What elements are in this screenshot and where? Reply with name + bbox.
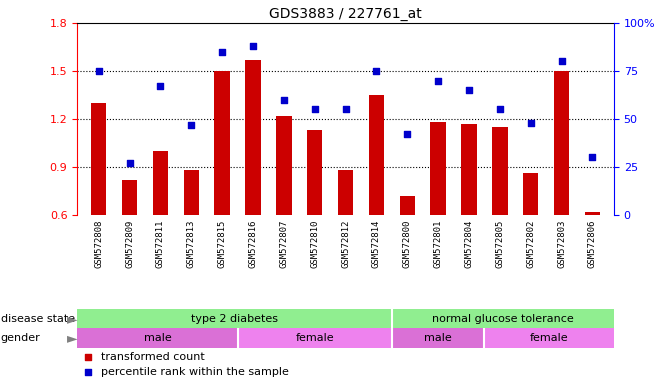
Point (155, 83, 166, 89)
Bar (77, 309, 392, 328)
Point (248, 43, 258, 49)
Text: GSM572808: GSM572808 (94, 220, 103, 268)
Text: GSM572813: GSM572813 (187, 220, 196, 268)
Point (309, 106, 320, 113)
Text: male: male (144, 333, 171, 343)
Text: ►: ► (67, 331, 78, 345)
Bar (77, 328, 238, 348)
Point (433, 78, 444, 84)
Text: GSM572809: GSM572809 (125, 220, 134, 268)
Text: GSM572812: GSM572812 (341, 220, 350, 268)
Text: normal glucose tolerance: normal glucose tolerance (432, 314, 574, 324)
Text: GSM572816: GSM572816 (248, 220, 258, 268)
Text: transformed count: transformed count (101, 352, 205, 362)
Bar (122, 180, 138, 215)
Text: gender: gender (1, 333, 40, 343)
Bar (430, 122, 446, 215)
Text: GSM572800: GSM572800 (403, 220, 412, 268)
Text: female: female (530, 333, 568, 343)
Bar (184, 170, 199, 215)
Title: GDS3883 / 227761_at: GDS3883 / 227761_at (269, 7, 422, 21)
Point (525, 120, 536, 126)
Text: GSM572801: GSM572801 (433, 220, 443, 268)
Bar (392, 309, 614, 328)
Bar (399, 196, 415, 215)
Text: GSM572807: GSM572807 (279, 220, 289, 268)
Point (464, 87, 474, 93)
Bar (91, 103, 107, 215)
Point (340, 106, 351, 113)
Point (186, 122, 197, 128)
Text: GSM572805: GSM572805 (495, 220, 505, 268)
Text: GSM572804: GSM572804 (464, 220, 474, 268)
Text: type 2 diabetes: type 2 diabetes (191, 314, 278, 324)
Bar (392, 328, 484, 348)
Bar (338, 170, 353, 215)
Text: GSM572810: GSM572810 (310, 220, 319, 268)
Point (278, 97, 289, 103)
Text: percentile rank within the sample: percentile rank within the sample (101, 367, 289, 377)
Text: disease state: disease state (1, 314, 74, 324)
Bar (238, 328, 392, 348)
Bar (246, 60, 261, 215)
Text: female: female (295, 333, 334, 343)
Bar (276, 116, 292, 215)
Bar (461, 124, 476, 215)
Bar (584, 212, 600, 215)
Text: GSM572803: GSM572803 (557, 220, 566, 268)
Point (124, 160, 135, 166)
Text: GSM572815: GSM572815 (217, 220, 227, 268)
Bar (368, 95, 384, 215)
Text: GSM572814: GSM572814 (372, 220, 381, 268)
Text: male: male (424, 333, 452, 343)
Point (402, 131, 413, 137)
Point (495, 106, 505, 113)
Point (93, 68, 104, 74)
Point (556, 58, 567, 65)
Bar (554, 71, 569, 215)
Text: ►: ► (67, 312, 78, 326)
Point (83, 354, 93, 360)
Text: GSM572811: GSM572811 (156, 220, 165, 268)
Point (83, 369, 93, 376)
Bar (492, 127, 507, 215)
Point (217, 49, 227, 55)
Point (587, 154, 598, 161)
Bar (307, 130, 323, 215)
Text: GSM572806: GSM572806 (588, 220, 597, 268)
Point (371, 68, 382, 74)
Text: GSM572802: GSM572802 (526, 220, 535, 268)
Bar (523, 174, 538, 215)
Bar (215, 71, 230, 215)
Bar (484, 328, 614, 348)
Bar (153, 151, 168, 215)
